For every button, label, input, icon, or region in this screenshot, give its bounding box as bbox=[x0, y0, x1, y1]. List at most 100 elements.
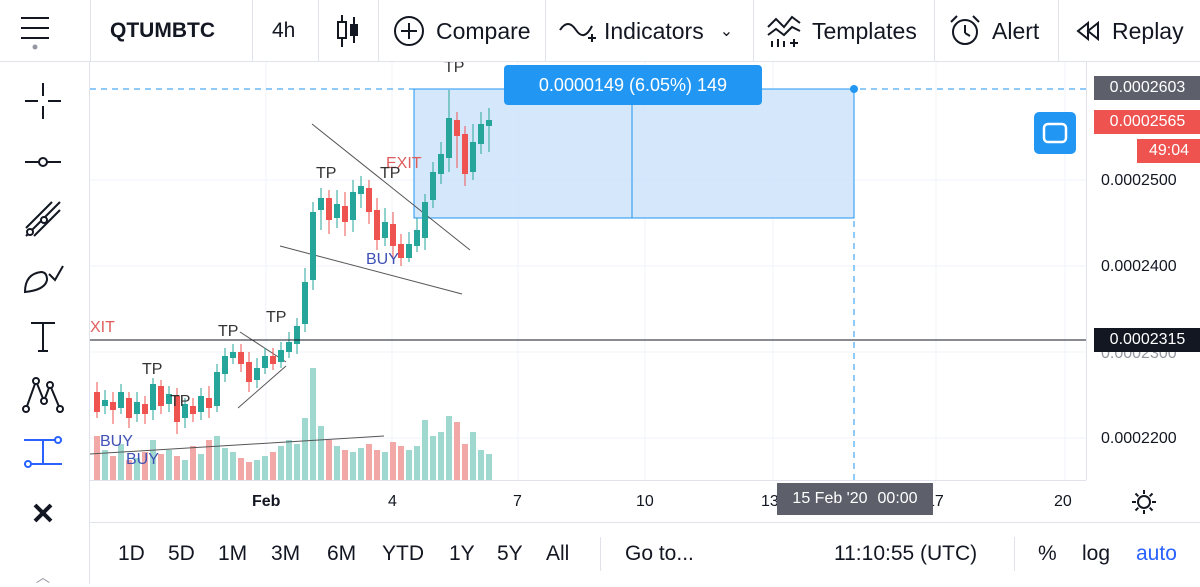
exit-label: XIT bbox=[90, 319, 115, 336]
range-button[interactable]: YTD bbox=[382, 542, 424, 565]
volume-bar bbox=[246, 462, 252, 480]
range-button[interactable]: 1M bbox=[218, 542, 248, 565]
range-button[interactable]: 6M bbox=[327, 542, 357, 565]
chart-type-button[interactable] bbox=[334, 0, 362, 62]
volume-bar bbox=[334, 446, 340, 480]
separator bbox=[1014, 537, 1015, 571]
volume-bar bbox=[390, 442, 396, 480]
crosshair-time: 00:00 bbox=[877, 490, 918, 507]
crosshair-tool[interactable] bbox=[20, 78, 66, 124]
volume-bar bbox=[382, 452, 388, 480]
gear-icon bbox=[1132, 490, 1156, 514]
separator bbox=[1058, 0, 1059, 62]
bottom-toolbar: 1D 5D 1M 3M 6M YTD 1Y 5Y All Go to... 11… bbox=[90, 522, 1200, 584]
templates-label: Templates bbox=[812, 17, 917, 44]
candle-body bbox=[182, 404, 188, 418]
buy-label: BUY bbox=[126, 451, 159, 468]
candle-body bbox=[302, 282, 308, 324]
volume-bars bbox=[94, 368, 492, 480]
volume-bar bbox=[214, 436, 220, 480]
measure-tool[interactable] bbox=[20, 428, 66, 474]
menu-button[interactable] bbox=[18, 0, 68, 62]
candle-body bbox=[270, 356, 276, 364]
time-axis[interactable]: Feb 4 7 10 13 17 20 15 Feb '20 00:00 bbox=[90, 480, 1086, 522]
indicators-button[interactable]: Indicators ⌄ bbox=[558, 0, 733, 62]
crosshair-date-tag: 15 Feb '20 00:00 bbox=[777, 483, 933, 515]
range-button[interactable]: All bbox=[546, 542, 570, 565]
candle-body bbox=[414, 230, 420, 246]
chart-settings-button[interactable] bbox=[1130, 488, 1158, 516]
clock-display[interactable]: 11:10:55 (UTC) bbox=[834, 542, 978, 565]
range-button[interactable]: 5Y bbox=[497, 542, 523, 565]
candle-body bbox=[486, 120, 492, 126]
chevron-down-icon: ⌄ bbox=[719, 23, 734, 40]
crosshair-date: 15 Feb '20 bbox=[792, 490, 868, 507]
trend-lines-tool[interactable] bbox=[20, 196, 66, 242]
candle-body bbox=[366, 188, 372, 212]
volume-bar bbox=[206, 440, 212, 480]
text-tool[interactable] bbox=[20, 314, 66, 360]
symbol-search-button[interactable]: QTUMBTC bbox=[110, 19, 215, 42]
remove-drawings-button[interactable] bbox=[20, 490, 66, 536]
candle-body bbox=[238, 352, 244, 364]
candle-body bbox=[142, 404, 148, 414]
plus-circle-icon bbox=[394, 16, 424, 46]
range-button[interactable]: 5D bbox=[168, 542, 195, 565]
range-button[interactable]: 1Y bbox=[449, 542, 475, 565]
brush-tool[interactable] bbox=[20, 257, 66, 303]
horizontal-line-icon bbox=[25, 157, 61, 167]
tp-label: TP bbox=[316, 165, 336, 182]
volume-bar bbox=[470, 432, 476, 480]
go-to-button[interactable]: Go to... bbox=[625, 542, 694, 565]
replay-button[interactable]: Replay bbox=[1074, 0, 1184, 62]
candle-body bbox=[158, 386, 164, 406]
scroll-up-chevron-icon[interactable]: ︿ bbox=[36, 569, 50, 585]
volume-bar bbox=[486, 454, 492, 480]
volume-bar bbox=[150, 440, 156, 480]
price-label: 0.0002500 bbox=[1101, 172, 1177, 189]
volume-bar bbox=[326, 440, 332, 480]
volume-bar bbox=[230, 452, 236, 480]
interval-button[interactable]: 4h bbox=[272, 19, 296, 42]
candle-body bbox=[262, 356, 268, 368]
alert-button[interactable]: Alert bbox=[948, 0, 1039, 62]
fullscreen-button[interactable] bbox=[1034, 112, 1076, 154]
candle-body bbox=[198, 396, 204, 412]
chart-pane[interactable]: XIT EXIT TP TP TP TP TP TP TP BUY BUY BU… bbox=[90, 62, 1086, 480]
log-toggle[interactable]: log bbox=[1082, 542, 1111, 565]
volume-bar bbox=[406, 450, 412, 480]
range-button[interactable]: 3M bbox=[271, 542, 301, 565]
candle-body bbox=[430, 172, 436, 200]
candle-body bbox=[454, 120, 460, 136]
current-price-tag: 0.0002565 bbox=[1094, 110, 1200, 134]
volume-bar bbox=[454, 422, 460, 480]
percent-toggle[interactable]: % bbox=[1038, 542, 1057, 565]
hamburger-icon bbox=[21, 17, 49, 50]
volume-bar bbox=[238, 458, 244, 480]
tp-label: TP bbox=[266, 309, 286, 326]
range-button[interactable]: 1D bbox=[118, 542, 145, 565]
separator bbox=[934, 0, 935, 62]
crosshair-dot bbox=[850, 85, 858, 93]
templates-button[interactable]: Templates bbox=[766, 0, 917, 62]
candle-body bbox=[422, 202, 428, 238]
measure-box[interactable] bbox=[413, 88, 855, 219]
pattern-icon bbox=[22, 377, 64, 413]
countdown-tag: 49:04 bbox=[1137, 139, 1200, 163]
horizontal-line-tool[interactable] bbox=[20, 139, 66, 185]
price-label: 0.0002400 bbox=[1101, 258, 1177, 275]
volume-bar bbox=[142, 452, 148, 480]
volume-bar bbox=[158, 454, 164, 480]
price-axis[interactable]: 0.0002603 0.0002565 49:04 0.0002500 0.00… bbox=[1086, 62, 1200, 480]
chart-canvas[interactable]: XIT EXIT TP TP TP TP TP TP TP BUY BUY BU… bbox=[90, 62, 1086, 480]
buy-label: BUY bbox=[366, 251, 399, 268]
compare-button[interactable]: Compare bbox=[392, 0, 531, 62]
alert-label: Alert bbox=[992, 17, 1040, 44]
candle-body bbox=[166, 394, 172, 404]
pattern-tool[interactable] bbox=[20, 372, 66, 418]
auto-toggle[interactable]: auto bbox=[1136, 542, 1177, 565]
candle-body bbox=[286, 342, 292, 352]
separator bbox=[753, 0, 754, 62]
candle-body bbox=[446, 118, 452, 158]
volume-bar bbox=[118, 444, 124, 480]
